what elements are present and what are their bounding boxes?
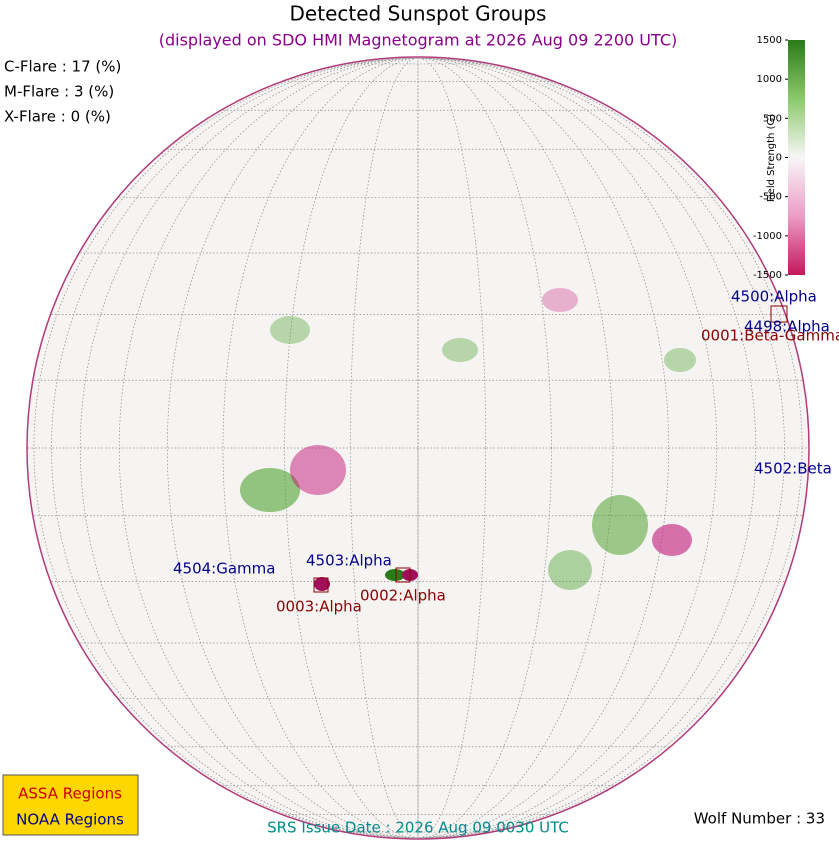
legend-entry: ASSA Regions <box>18 785 122 803</box>
wolf-number: Wolf Number : 33 <box>694 810 825 828</box>
noaa-region-label: 4502:Beta <box>754 460 832 478</box>
region-box <box>770 305 788 323</box>
colorbar-tick-label: 1000 <box>757 74 782 85</box>
assa-region-label: 0003:Alpha <box>276 598 362 616</box>
colorbar-tick-label: 0 <box>776 153 782 164</box>
noaa-region-label: 4500:Alpha <box>731 288 817 306</box>
legend-box <box>2 774 139 836</box>
flare-probability: M-Flare : 3 (%) <box>4 83 114 101</box>
meridian <box>79 58 757 838</box>
coordinate-grid <box>28 58 808 838</box>
colorbar-ticks: 1500 1000 500 0 -500 -1000 -1500 <box>753 35 788 281</box>
colorbar-tick-label: 1500 <box>757 35 782 46</box>
title: Detected Sunspot Groups <box>290 2 547 26</box>
colorbar-tick-label: 500 <box>763 113 782 124</box>
meridian <box>349 58 487 838</box>
magnetic-features <box>240 288 696 591</box>
colorbar-label: Field Strength (G) <box>766 114 777 202</box>
region-box <box>395 567 411 583</box>
noaa-region-label: 4498:Alpha <box>744 318 830 336</box>
subtitle: (displayed on SDO HMI Magnetogram at 202… <box>159 31 677 50</box>
flare-probability: C-Flare : 17 (%) <box>4 58 121 76</box>
colorbar-tick-label: -1500 <box>753 270 782 281</box>
noaa-region-label: 4504:Gamma <box>173 560 275 578</box>
assa-region-label: 0002:Alpha <box>360 587 446 605</box>
region-box <box>313 577 329 593</box>
assa-region-label: 0001:Beta-Gamma <box>701 327 839 345</box>
colorbar-tick-label: -1000 <box>753 231 782 242</box>
colorbar-tick-label: -500 <box>759 192 782 203</box>
noaa-region-label: 4503:Alpha <box>306 552 392 570</box>
srs-issue-date: SRS Issue Date : 2026 Aug 09 0030 UTC <box>267 819 569 837</box>
colorbar <box>788 40 805 275</box>
legend-entry: NOAA Regions <box>16 811 124 829</box>
flare-probability: X-Flare : 0 (%) <box>4 108 111 126</box>
